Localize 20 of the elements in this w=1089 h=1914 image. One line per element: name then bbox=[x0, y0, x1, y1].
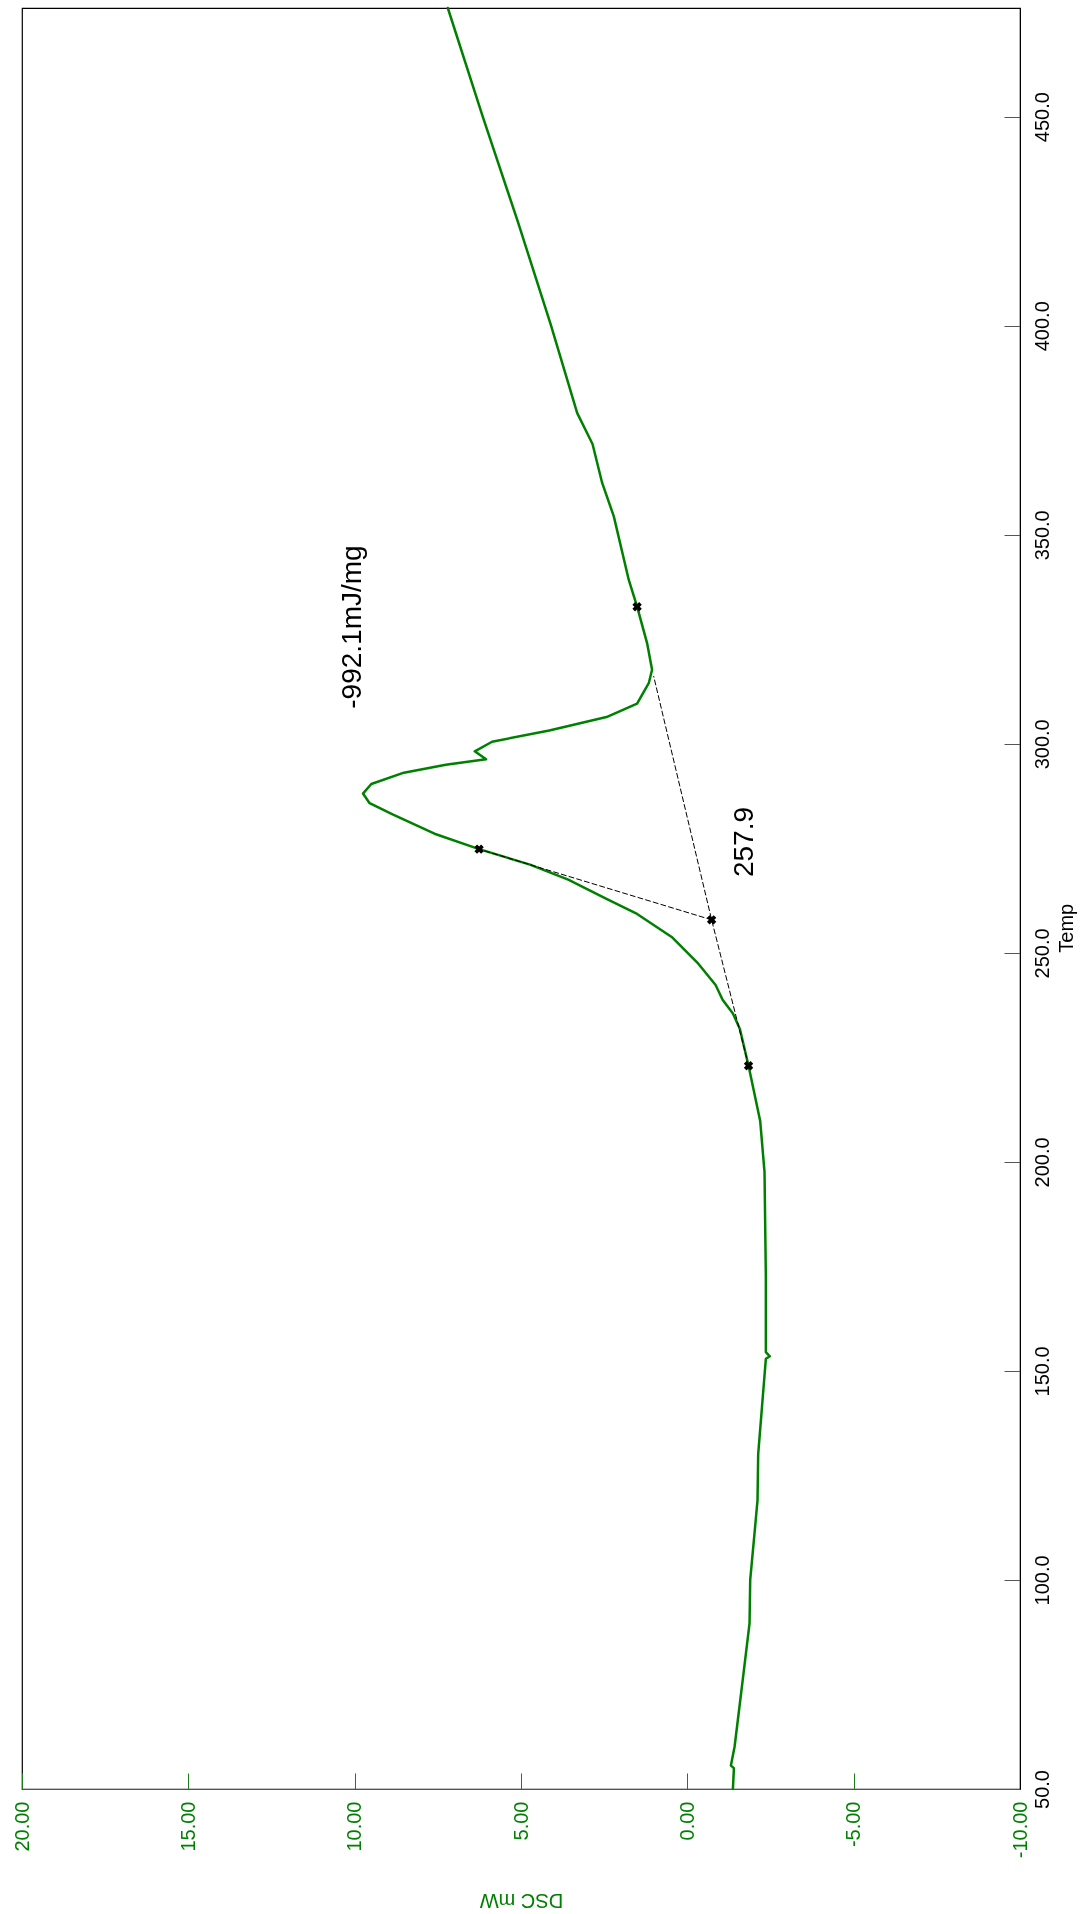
y-tick-label: 400.0 bbox=[1030, 301, 1053, 352]
y-tick-label: 350.0 bbox=[1030, 510, 1053, 561]
y-tick-label: 450.0 bbox=[1030, 92, 1053, 143]
x-axis-title: DSC mW bbox=[479, 1889, 564, 1912]
y-tick-label: 150.0 bbox=[1030, 1346, 1053, 1397]
x-tick-label: 10.00 bbox=[343, 1801, 366, 1852]
annotation: 257.9 bbox=[728, 806, 759, 878]
annotation: -992.1mJ/mg bbox=[336, 545, 367, 709]
x-tick-label: 5.00 bbox=[509, 1801, 532, 1841]
x-tick-label: 0.00 bbox=[675, 1801, 698, 1841]
y-tick-label: 50.0 bbox=[1030, 1770, 1053, 1809]
y-tick-label: 100.0 bbox=[1030, 1555, 1053, 1606]
x-tick-label: 15.00 bbox=[176, 1801, 199, 1852]
y-tick-label: 250.0 bbox=[1030, 928, 1053, 979]
x-tick-label: 20.00 bbox=[10, 1801, 33, 1852]
y-tick-label: 200.0 bbox=[1030, 1137, 1053, 1188]
x-tick-label: -10.00 bbox=[1008, 1801, 1031, 1859]
y-axis-title: Temp bbox=[1054, 903, 1077, 953]
x-tick-label: -5.00 bbox=[842, 1801, 865, 1848]
y-tick-label: 300.0 bbox=[1030, 719, 1053, 770]
